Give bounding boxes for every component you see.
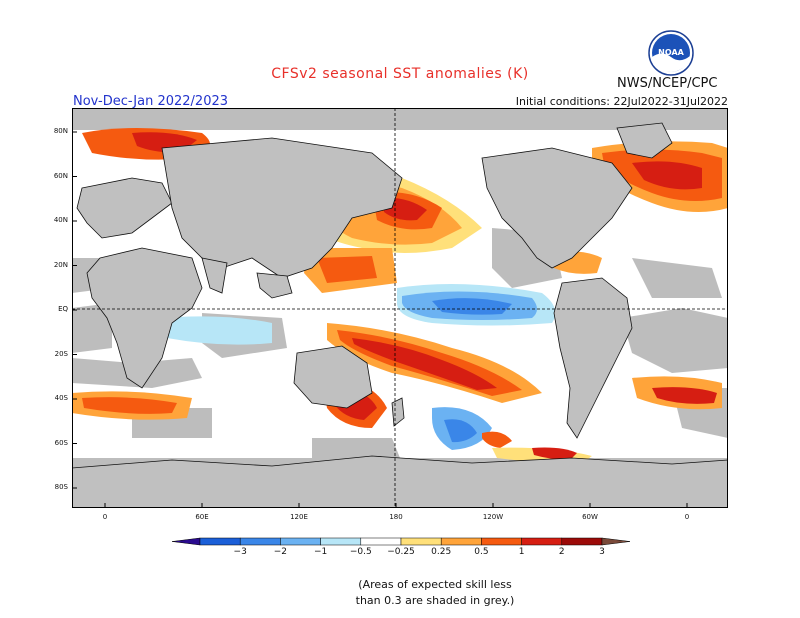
- colorbar-tick-label: −1: [313, 547, 328, 557]
- lat-label: 80S: [54, 483, 68, 491]
- colorbar: [172, 537, 630, 546]
- lon-label: 120E: [290, 513, 308, 521]
- colorbar-tick-label: −2: [273, 547, 288, 557]
- colorbar-arrow-low: [172, 537, 201, 546]
- agency-label: NWS/NCEP/CPC: [617, 76, 718, 91]
- lat-ticks: [72, 131, 77, 489]
- colorbar-tick-label: 3: [599, 547, 605, 557]
- africa: [86, 247, 203, 389]
- continents: [72, 122, 728, 508]
- lon-label: 0: [102, 513, 108, 521]
- southeast-asia: [256, 272, 293, 299]
- lat-label: 20N: [53, 260, 68, 269]
- colorbar-bin: [360, 537, 402, 546]
- colorbar-tick-label: 0.25: [431, 547, 452, 557]
- colorbar-bin: [280, 537, 321, 546]
- colorbar-bin: [320, 537, 362, 546]
- lon-label: 180: [389, 513, 403, 521]
- initial-conditions-label: Initial conditions: 22Jul2022-31Jul2022: [515, 95, 728, 108]
- colorbar-bin: [521, 537, 563, 546]
- logo-text: NOAA: [658, 48, 684, 57]
- chart-title: CFSv2 seasonal SST anomalies (K): [271, 66, 529, 82]
- lon-ticks: [104, 503, 688, 508]
- lat-label: 40S: [54, 394, 68, 402]
- south-america: [553, 277, 633, 439]
- map-frame: [72, 108, 728, 508]
- antarctica: [72, 455, 728, 508]
- lon-label: 60E: [195, 513, 209, 521]
- sst-anomaly-map: [72, 108, 728, 508]
- colorbar-bin: [199, 537, 241, 546]
- lat-label: 60S: [54, 438, 68, 447]
- season-label: Nov-Dec-Jan 2022/2023: [73, 94, 229, 109]
- skill-note-line-1: (Areas of expected skill less: [358, 578, 512, 591]
- colorbar-bin: [481, 537, 522, 546]
- noaa-logo: NOAA: [648, 30, 694, 76]
- skill-note-line-2: than 0.3 are shaded in grey.): [355, 594, 515, 607]
- colorbar-bin: [239, 537, 281, 546]
- europe: [76, 177, 173, 239]
- lon-label: 120W: [482, 513, 504, 521]
- lon-label: 60W: [582, 513, 598, 521]
- colorbar-tick-label: 2: [558, 547, 565, 557]
- india: [201, 257, 228, 294]
- colorbar-tick-label: −0.5: [349, 547, 372, 557]
- colorbar-arrow-high: [601, 537, 630, 546]
- lat-label: 40N: [53, 216, 68, 224]
- lat-label: 60N: [53, 171, 68, 180]
- greenland: [616, 122, 673, 159]
- colorbar-tick-label: −0.25: [387, 547, 415, 557]
- lat-label: 80N: [53, 127, 68, 135]
- skill-note: (Areas of expected skill less than 0.3 a…: [0, 577, 800, 609]
- lat-label: 20S: [54, 349, 68, 358]
- asia: [161, 137, 403, 279]
- colorbar-bin: [400, 537, 442, 546]
- north-america: [481, 147, 633, 269]
- lon-label: 0: [684, 513, 690, 521]
- colorbar-bin: [561, 537, 603, 546]
- colorbar-tick-label: 0.5: [474, 547, 489, 557]
- colorbar-tick-label: 1: [518, 547, 525, 557]
- colorbar-tick-label: −3: [233, 547, 247, 557]
- colorbar-bin: [440, 537, 482, 546]
- lat-label: EQ: [58, 305, 68, 313]
- australia: [293, 345, 373, 409]
